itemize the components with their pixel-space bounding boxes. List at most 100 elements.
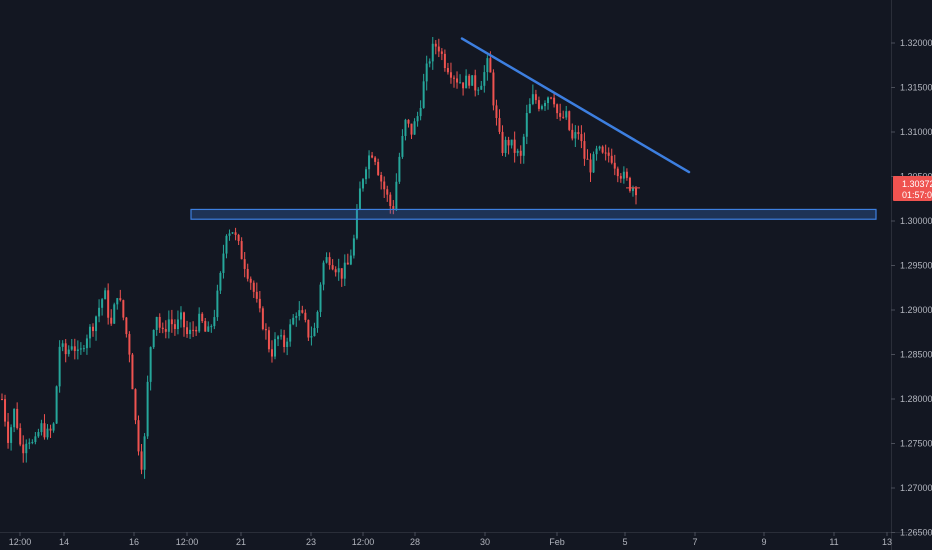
candle-body [358, 188, 361, 210]
candle-body [571, 129, 574, 139]
time-tick-label: 11 [829, 537, 838, 547]
candle-body [507, 139, 510, 146]
candle-body [404, 119, 407, 136]
candle-body [152, 329, 155, 348]
candle-body [246, 268, 249, 279]
candle-body [586, 158, 589, 160]
time-tick-label: 9 [761, 537, 766, 547]
candle-body [85, 338, 88, 349]
candle-body [474, 75, 477, 91]
time-tick-label: 28 [410, 537, 420, 547]
candle-body [313, 328, 316, 337]
time-tick-label: 14 [59, 537, 69, 547]
candle-body [610, 155, 613, 163]
candle-body [213, 317, 216, 327]
candle-body [195, 330, 198, 332]
candle-body [298, 310, 301, 317]
candle-body [459, 82, 462, 84]
price-tick-label: 1.31000 [900, 127, 932, 137]
candle-body [134, 389, 137, 421]
candle-body [92, 326, 95, 332]
candle-body [16, 408, 19, 429]
candle-body [431, 43, 434, 62]
candle-body [240, 241, 243, 260]
candle-body [377, 161, 380, 175]
candle-body [13, 408, 16, 428]
candle-body [437, 46, 440, 52]
candle-body [164, 329, 167, 332]
candle-body [543, 103, 546, 107]
time-tick-label: 7 [692, 537, 697, 547]
price-tick-label: 1.27000 [900, 483, 932, 493]
candle-body [422, 81, 425, 108]
last-price-badge [893, 176, 932, 201]
candle-body [498, 118, 501, 132]
candle-body [255, 291, 258, 299]
candle-body [37, 432, 40, 437]
candle-body [101, 299, 104, 308]
candle-body [337, 268, 340, 273]
candle-body [49, 428, 52, 431]
candle-body [10, 427, 13, 443]
candle-body [568, 111, 571, 130]
candle-body [28, 442, 31, 444]
candle-body [258, 298, 261, 309]
candle-body [67, 349, 70, 355]
candle-body [465, 75, 468, 89]
candle-body [371, 155, 374, 158]
candle-body [58, 346, 61, 387]
candle-body [40, 423, 43, 433]
candle-body [52, 423, 55, 431]
candle-body [513, 139, 516, 153]
candle-body [486, 58, 489, 73]
candle-body [398, 156, 401, 182]
candle-body [592, 154, 595, 173]
candle-body [452, 77, 455, 79]
candle-body [416, 116, 419, 122]
candle-body [495, 105, 498, 119]
resistance-trendline [460, 37, 691, 174]
price-tick-label: 1.28500 [900, 350, 932, 360]
candle-body [622, 171, 625, 179]
candle-body [522, 136, 525, 156]
price-tick-label: 1.31500 [900, 83, 932, 93]
candle-body [295, 316, 298, 318]
candle-body [547, 97, 550, 104]
candle-body [252, 282, 255, 292]
time-tick-label: 23 [306, 537, 316, 547]
candle-body [140, 451, 143, 470]
candle-body [125, 317, 128, 335]
time-tick-label: 13 [882, 537, 892, 547]
candle-body [207, 326, 210, 332]
candle-body [631, 188, 634, 191]
candle-body [167, 319, 170, 332]
candle-body [137, 420, 140, 452]
time-tick-label: 12:00 [352, 537, 375, 547]
candle-body [628, 177, 631, 191]
candle-body [267, 330, 270, 350]
candle-body [604, 152, 607, 154]
candle-body [395, 181, 398, 210]
candle-body [304, 312, 307, 320]
candle-body [222, 253, 225, 273]
candle-body [550, 97, 553, 99]
candle-body [449, 72, 452, 78]
candle-body [192, 329, 195, 331]
candle-body [104, 290, 107, 300]
time-axis[interactable]: 12:00 14 16 12:00 21 23 12:00 28 30 Feb 5 7 9 11 13 [9, 532, 892, 547]
candle-body [601, 146, 604, 153]
candle-body [607, 152, 610, 156]
candle-body [143, 436, 146, 470]
candle-body [468, 75, 471, 86]
candle-body [307, 319, 310, 338]
candle-body [231, 232, 234, 234]
candle-body [595, 148, 598, 155]
candle-body [225, 235, 228, 254]
candle-body [374, 157, 377, 162]
candle-body [119, 298, 122, 301]
candle-body [76, 349, 79, 351]
price-badge-group: 1.30372 01:57:07 [893, 176, 932, 201]
candle-body [471, 75, 474, 86]
candle-body [277, 336, 280, 340]
